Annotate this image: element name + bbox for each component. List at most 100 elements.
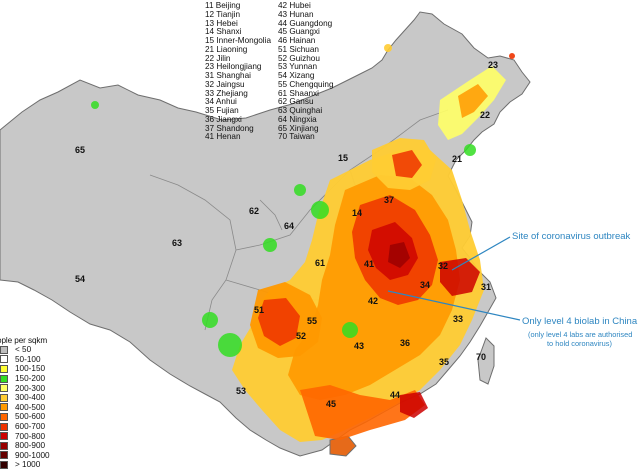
- legend-swatch: [0, 384, 8, 393]
- map-label: 33: [453, 314, 463, 324]
- map-label: 15: [338, 153, 348, 163]
- map-label: 65: [75, 145, 85, 155]
- map-label: 61: [315, 258, 325, 268]
- legend-swatch: [0, 364, 8, 373]
- legend-item: 300-400: [0, 393, 50, 403]
- province-code-list-1: 11 Beijing 12 Tianjin 13 Hebei 14 Shanxi 15 …: [205, 1, 271, 142]
- province-code-entry: 54 Xizang: [278, 71, 315, 80]
- legend-items: < 50 50-100 100-150 150-200 200-300 300-400 40…: [0, 345, 50, 470]
- map-label: 36: [400, 338, 410, 348]
- legend-item: 900-1000: [0, 451, 50, 461]
- province-code-entry: 43 Hunan: [278, 9, 314, 19]
- map-label: 43: [354, 341, 364, 351]
- map-label: 52: [296, 331, 306, 341]
- province-code-entry: 22 Jilin: [205, 53, 231, 63]
- biolab-note-line1: (only level 4 labs are authorised: [528, 330, 633, 339]
- province-code-entry: 62 Gansu: [278, 97, 314, 107]
- province-code-entry: 34 Anhui: [205, 97, 237, 107]
- map-label: 53: [236, 386, 246, 396]
- legend-label: 300-400: [15, 393, 46, 403]
- legend-label: 600-700: [15, 422, 46, 432]
- legend-item: 600-700: [0, 422, 50, 432]
- province-code-entry: 53 Yunnan: [278, 62, 318, 72]
- province-code-entry: 31 Shanghai: [205, 71, 251, 80]
- outbreak-annotation: Site of coronavirus outbreak: [512, 231, 631, 242]
- legend-swatch: [0, 432, 8, 441]
- taiwan-island: [477, 337, 495, 385]
- legend-item: 400-500: [0, 403, 50, 413]
- legend-item: 200-300: [0, 383, 50, 393]
- map-label: 55: [307, 316, 317, 326]
- outbreak-pointer-line: [451, 236, 511, 271]
- legend-label: 200-300: [15, 383, 46, 393]
- legend-label: 50-100: [15, 354, 41, 364]
- map-label: 62: [249, 206, 259, 216]
- population-density-map: 65 15 23 22 21 62 63 54 64 14 61 41 42 5…: [0, 11, 531, 457]
- map-label: 22: [480, 110, 490, 120]
- province-code-entry: 11 Beijing: [205, 1, 241, 10]
- map-label: 37: [384, 195, 394, 205]
- legend-label: 800-900: [15, 441, 46, 451]
- map-label: 51: [254, 305, 264, 315]
- map-label: 44: [390, 390, 400, 400]
- legend-swatch: [0, 393, 8, 402]
- map-label: 54: [75, 274, 85, 284]
- legend-swatch: [0, 345, 8, 354]
- legend-swatch: [0, 355, 8, 364]
- province-code-entry: 64 Ningxia: [278, 114, 317, 124]
- legend-title: ople per sqkm: [0, 336, 48, 345]
- biolab-note-line2: to hold coronavirus): [547, 339, 612, 348]
- map-label: 63: [172, 238, 182, 248]
- map-label: 35: [439, 357, 449, 367]
- legend-label: > 1000: [15, 460, 41, 470]
- province-code-entry: 15 Inner-Mongolia: [205, 36, 271, 45]
- density-legend: ople per sqkm < 50 50-100 100-150 150-200 20…: [0, 336, 50, 470]
- density-overlay: [91, 44, 515, 442]
- province-code-entry: 61 Shaanxi: [278, 88, 319, 98]
- legend-label: < 50: [15, 345, 32, 355]
- province-code-entry: 14 Shanxi: [205, 27, 242, 37]
- legend-label: 400-500: [15, 402, 46, 412]
- legend-label: 900-1000: [15, 450, 50, 460]
- province-code-entry: 33 Zhejiang: [205, 88, 248, 98]
- map-label: 42: [368, 296, 378, 306]
- province-code-entry: 63 Quinghai: [278, 106, 323, 115]
- province-code-list-2: 42 Hubei 43 Hunan 44 Guangdong 45 Guangxi 46…: [278, 1, 334, 142]
- legend-label: 500-600: [15, 412, 46, 422]
- province-code-entry: 52 Guizhou: [278, 53, 320, 63]
- province-code-entry: 36 Jiangxi: [205, 114, 242, 124]
- legend-swatch: [0, 403, 8, 412]
- legend-swatch: [0, 374, 8, 383]
- legend-swatch: [0, 460, 8, 469]
- province-code-entry: 13 Hebei: [205, 18, 238, 28]
- map-label: 41: [364, 259, 374, 269]
- map-label: 31: [481, 282, 491, 292]
- legend-swatch: [0, 441, 8, 450]
- legend-item: > 1000: [0, 460, 50, 470]
- province-code-entry: 12 Tianjin: [205, 9, 241, 19]
- legend-item: 50-100: [0, 355, 50, 365]
- legend-item: 700-800: [0, 431, 50, 441]
- legend-label: 150-200: [15, 374, 46, 384]
- map-label: 14: [352, 208, 362, 218]
- legend-item: 800-900: [0, 441, 50, 451]
- biolab-annotation: Only level 4 biolab in China: [522, 316, 638, 327]
- legend-label: 100-150: [15, 364, 46, 374]
- legend-item: 150-200: [0, 374, 50, 384]
- legend-item: 500-600: [0, 412, 50, 422]
- province-code-entry: 51 Sichuan: [278, 44, 319, 54]
- province-code-entry: 32 Jaingsu: [205, 79, 245, 89]
- province-code-entry: 23 Heilongjiang: [205, 62, 262, 72]
- biolab-pointer-line: [387, 290, 521, 321]
- legend-swatch: [0, 422, 8, 431]
- province-code-entry: 46 Hainan: [278, 36, 316, 45]
- legend-label: 700-800: [15, 431, 46, 441]
- legend-item: < 50: [0, 345, 50, 355]
- province-code-entry: 44 Guangdong: [278, 18, 333, 28]
- legend-item: 100-150: [0, 364, 50, 374]
- legend-swatch: [0, 412, 8, 421]
- legend-swatch: [0, 451, 8, 460]
- province-code-entry: 21 Liaoning: [205, 44, 248, 54]
- map-label: 70: [476, 352, 486, 362]
- province-code-entry: 35 Fujian: [205, 106, 239, 115]
